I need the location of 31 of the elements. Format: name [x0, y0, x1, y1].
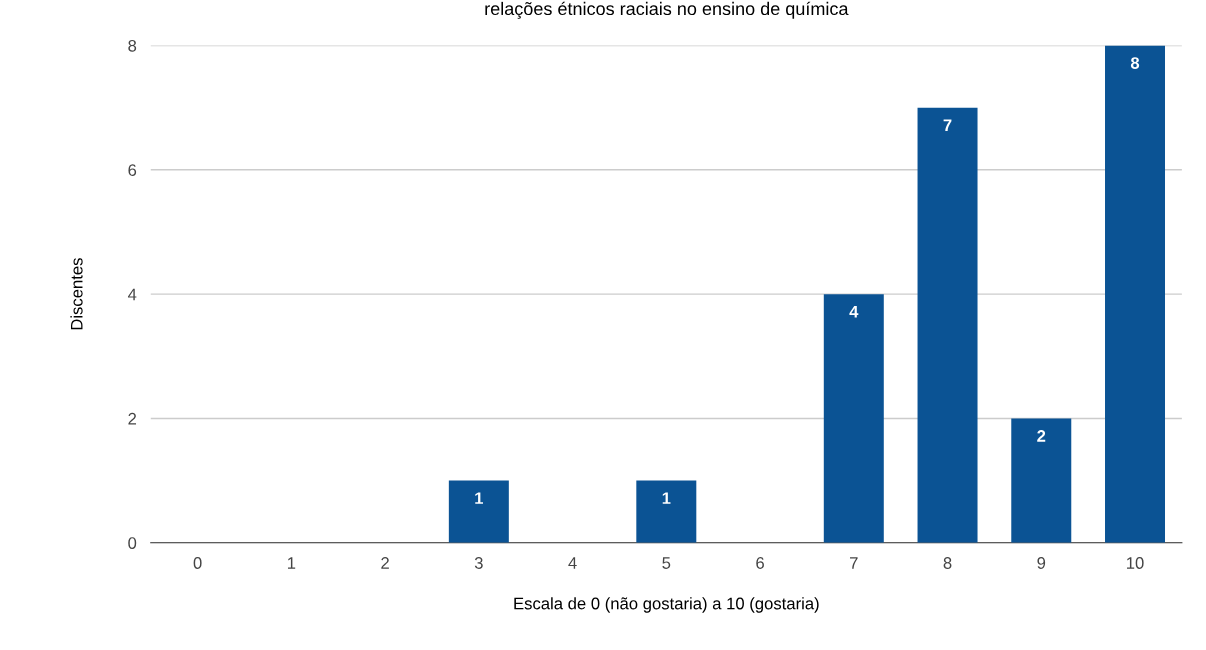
x-tick-label: 9	[1037, 557, 1046, 569]
data-label: 4	[849, 305, 859, 318]
data-label: 1	[475, 492, 484, 504]
bar	[1105, 45, 1166, 543]
y-tick-label: 6	[128, 164, 137, 177]
x-tick-label: 0	[193, 557, 202, 569]
y-axis-title: Discentes	[70, 258, 83, 330]
data-label: 2	[1037, 430, 1046, 442]
bar	[1011, 418, 1072, 543]
x-tick-label: 6	[756, 557, 764, 569]
x-tick-label: 1	[288, 557, 296, 569]
y-tick-label: 4	[127, 288, 137, 301]
y-tick-label: 8	[128, 39, 137, 52]
x-tick-label: 5	[662, 557, 671, 569]
y-tick-label: 0	[128, 537, 137, 549]
x-axis-title: Escala de 0 (não gostaria) a 10 (gostaria)	[514, 597, 819, 613]
bar	[823, 294, 884, 543]
x-tick-label: 10	[1127, 557, 1144, 569]
chart-title: relações étnicos raciais no ensino de química	[485, 1, 849, 19]
x-tick-label: 3	[474, 557, 483, 569]
data-label: 1	[662, 492, 671, 504]
y-tick-label: 2	[128, 412, 137, 425]
x-tick-label: 7	[850, 557, 858, 569]
x-tick-label: 2	[381, 557, 389, 569]
data-label: 7	[943, 119, 952, 131]
bar	[917, 107, 978, 543]
data-label: 8	[1130, 57, 1140, 69]
x-tick-label: 8	[943, 557, 952, 569]
bar	[448, 480, 509, 543]
bar	[636, 480, 697, 543]
x-tick-label: 4	[568, 557, 577, 569]
